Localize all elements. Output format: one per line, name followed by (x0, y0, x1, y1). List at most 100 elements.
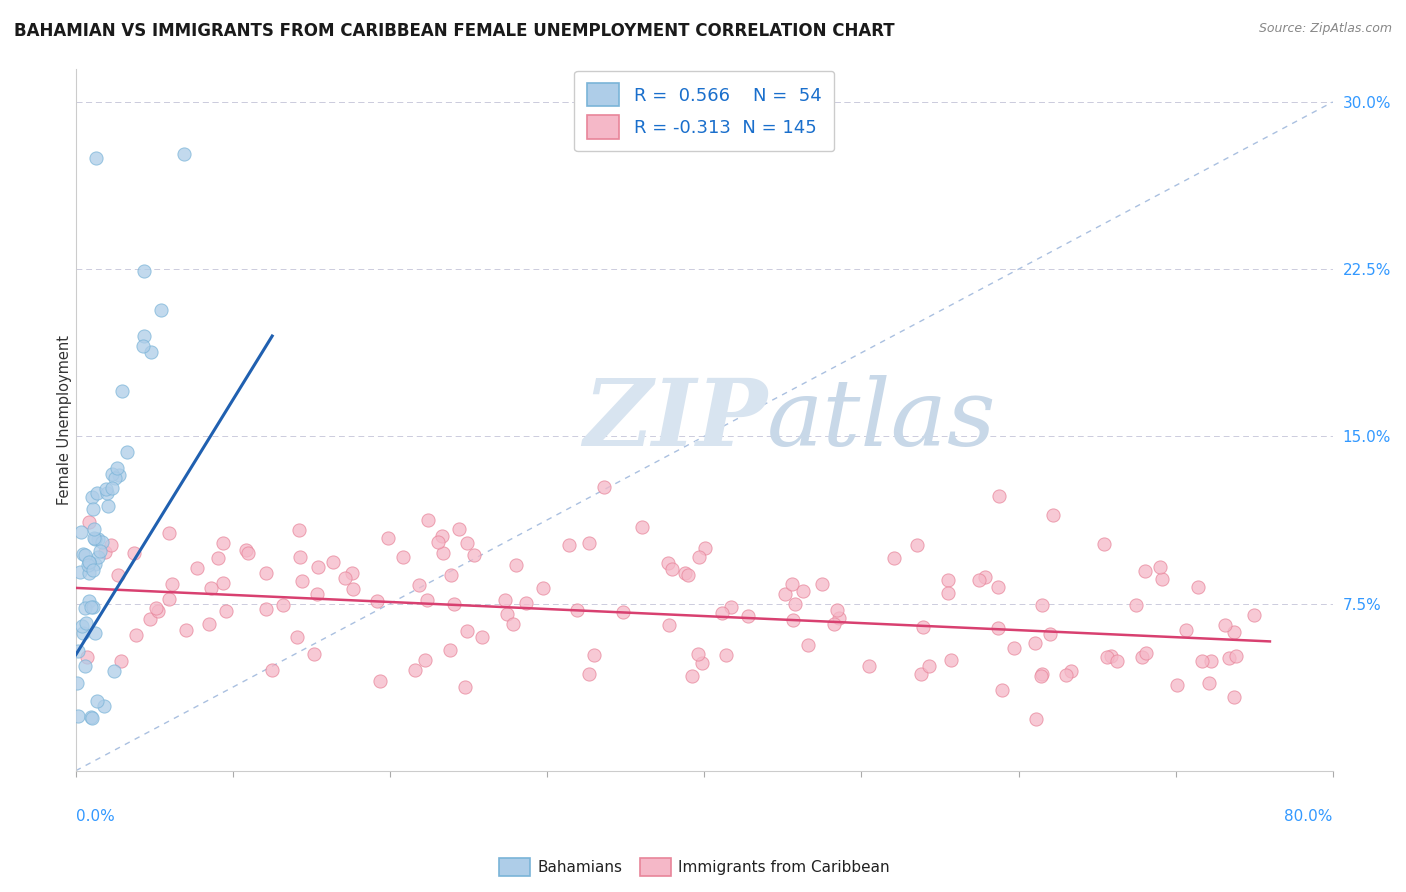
Point (1024, 636, 1046, 650)
Point (773, 587, 796, 601)
Point (214, 604, 236, 618)
Text: BAHAMIAN VS IMMIGRANTS FROM CARIBBEAN FEMALE UNEMPLOYMENT CORRELATION CHART: BAHAMIAN VS IMMIGRANTS FROM CARIBBEAN FE… (14, 22, 894, 40)
Point (910, 666, 932, 681)
Point (174, 623, 197, 637)
Point (936, 585, 959, 599)
Point (157, 591, 180, 606)
Point (80, 710, 103, 724)
Point (83, 531, 105, 545)
Point (110, 654, 132, 668)
Point (333, 571, 356, 585)
Point (100, 481, 122, 495)
Point (454, 681, 477, 695)
Text: Bahamians: Bahamians (537, 860, 621, 874)
Point (505, 558, 527, 572)
Point (987, 621, 1010, 635)
Point (918, 659, 941, 673)
Point (377, 532, 399, 546)
Point (471, 630, 494, 644)
Point (496, 607, 519, 621)
Point (83, 522, 105, 536)
Point (77, 555, 100, 569)
Point (1175, 624, 1198, 638)
Point (86, 485, 108, 500)
Point (80, 599, 103, 614)
Point (1166, 678, 1188, 692)
Point (100, 538, 122, 552)
Point (96, 485, 118, 500)
Point (967, 574, 990, 588)
Point (432, 528, 454, 542)
Point (782, 613, 804, 627)
Point (780, 577, 803, 591)
Point (593, 480, 616, 494)
Point (515, 596, 537, 610)
Point (160, 576, 183, 591)
Point (94, 482, 117, 496)
Text: atlas: atlas (768, 375, 997, 465)
Point (305, 587, 328, 601)
Point (1095, 649, 1118, 664)
Text: 80.0%: 80.0% (1285, 809, 1333, 824)
Point (686, 647, 709, 661)
Point (262, 664, 284, 678)
Point (104, 471, 127, 485)
Point (273, 599, 295, 613)
Text: Source: ZipAtlas.com: Source: ZipAtlas.com (1258, 22, 1392, 36)
Point (658, 618, 681, 632)
Point (107, 567, 129, 582)
Point (307, 560, 329, 574)
Point (408, 578, 430, 592)
Point (84, 557, 107, 571)
Point (235, 543, 257, 558)
Point (439, 643, 461, 657)
Point (443, 597, 465, 611)
Point (125, 628, 148, 642)
Text: ZIP: ZIP (583, 375, 768, 465)
Point (1105, 654, 1128, 668)
Point (66, 709, 89, 723)
Point (711, 607, 734, 621)
Point (416, 593, 439, 607)
Point (287, 523, 309, 537)
Point (1149, 559, 1171, 574)
Point (416, 513, 439, 527)
Point (432, 546, 454, 560)
Point (82, 502, 104, 516)
Point (342, 582, 364, 596)
Point (82, 491, 104, 505)
Point (254, 602, 277, 616)
Point (86, 532, 108, 546)
Point (107, 467, 129, 482)
Point (1191, 654, 1213, 668)
Point (72, 619, 94, 633)
Point (254, 566, 277, 581)
Point (145, 601, 167, 615)
Point (456, 624, 478, 638)
Point (157, 525, 180, 540)
Point (138, 612, 160, 626)
Point (1092, 537, 1115, 551)
Point (291, 574, 314, 588)
Point (1031, 598, 1053, 612)
Point (285, 630, 308, 644)
Point (90, 535, 112, 549)
Point (94, 544, 117, 558)
Point (1201, 654, 1223, 668)
Point (986, 580, 1008, 594)
Point (75, 616, 97, 631)
Point (97, 499, 120, 513)
Point (1025, 712, 1047, 726)
Point (661, 561, 683, 575)
Point (447, 522, 470, 536)
Point (236, 546, 259, 560)
Point (366, 594, 388, 608)
Point (720, 599, 742, 614)
Point (463, 548, 485, 562)
Point (66, 644, 89, 658)
Point (84, 532, 107, 546)
Point (1031, 666, 1053, 681)
Point (991, 682, 1014, 697)
Point (1039, 627, 1062, 641)
Point (200, 581, 222, 595)
